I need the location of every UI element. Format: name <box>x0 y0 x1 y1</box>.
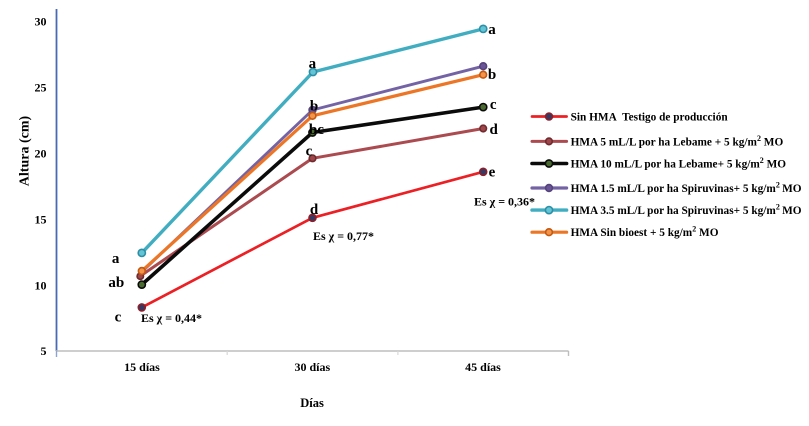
svg-text:25: 25 <box>35 81 47 95</box>
svg-text:c: c <box>115 309 122 325</box>
svg-text:HMA 5 mL/L por ha Lebame + 5 k: HMA 5 mL/L por ha Lebame + 5 kg/m2 MO <box>571 134 784 149</box>
svg-text:Sin HMA Testigo de producción: Sin HMA Testigo de producción <box>571 111 729 123</box>
svg-text:Es χ = 0,44*: Es χ = 0,44* <box>141 311 202 325</box>
svg-text:30: 30 <box>35 15 47 29</box>
svg-text:HMA 1.5 mL/L por ha Spiruvinas: HMA 1.5 mL/L por ha Spiruvinas+ 5 kg/m2 … <box>571 180 802 195</box>
svg-text:HMA 10 mL/L por ha Lebame+ 5 k: HMA 10 mL/L por ha Lebame+ 5 kg/m2 MO <box>571 156 787 171</box>
svg-text:a: a <box>112 251 120 267</box>
svg-text:15: 15 <box>35 212 47 226</box>
svg-text:10: 10 <box>35 278 47 292</box>
svg-text:HMA 3.5 mL/L por ha Spiruvinas: HMA 3.5 mL/L por ha Spiruvinas+ 5 kg/m2 … <box>571 203 802 218</box>
svg-text:Es χ = 0,77*: Es χ = 0,77* <box>313 229 374 243</box>
svg-text:e: e <box>489 165 496 181</box>
svg-text:HMA Sin bioest + 5 kg/m2 MO: HMA Sin bioest + 5 kg/m2 MO <box>571 225 719 240</box>
svg-text:c: c <box>490 97 497 113</box>
svg-text:Días: Días <box>300 396 324 410</box>
svg-text:c: c <box>306 144 313 160</box>
svg-text:d: d <box>310 202 319 218</box>
svg-text:a: a <box>488 22 496 38</box>
svg-text:d: d <box>490 122 499 138</box>
svg-text:20: 20 <box>35 147 47 161</box>
svg-text:a: a <box>309 56 317 72</box>
svg-text:b: b <box>310 98 318 114</box>
svg-text:ab: ab <box>108 275 124 291</box>
svg-text:b: b <box>488 67 496 83</box>
svg-text:15 días: 15 días <box>124 360 160 374</box>
svg-text:5: 5 <box>41 344 47 358</box>
svg-text:Es χ = 0,36*: Es χ = 0,36* <box>474 195 535 209</box>
svg-text:45 días: 45 días <box>465 360 501 374</box>
svg-text:30 días: 30 días <box>294 360 330 374</box>
svg-text:Altura (cm): Altura (cm) <box>18 115 33 186</box>
svg-text:bc: bc <box>309 122 324 138</box>
